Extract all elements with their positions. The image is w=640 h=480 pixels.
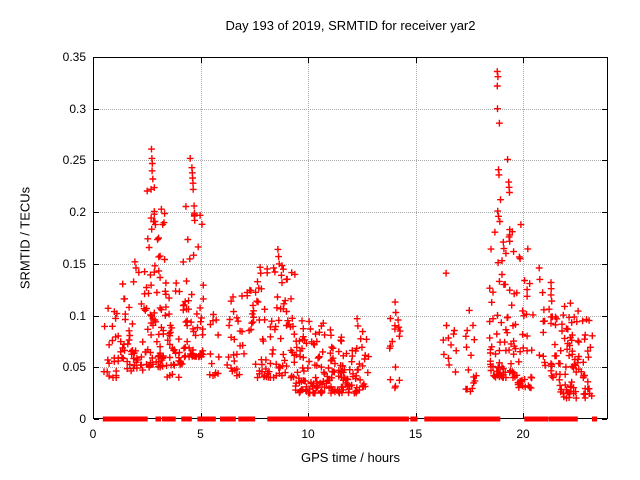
y-gridline <box>94 108 607 110</box>
y-gridline <box>94 212 607 214</box>
y-tick-mark <box>602 108 607 110</box>
x-gridline <box>415 58 417 418</box>
y-tick-mark <box>602 57 607 58</box>
y-tick-mark <box>94 263 99 265</box>
x-tick-label: 0 <box>89 427 97 441</box>
y-tick-mark <box>602 212 607 214</box>
data-point-markers <box>100 68 596 402</box>
y-tick-mark <box>94 315 99 317</box>
x-tick-mark <box>200 413 202 418</box>
x-tick-mark <box>93 413 94 418</box>
y-tick-mark <box>94 212 99 214</box>
x-tick-mark <box>200 58 202 63</box>
y-tick-label: 0.3 <box>69 101 86 116</box>
x-tick-mark <box>523 413 525 418</box>
x-tick-mark <box>523 58 525 63</box>
y-gridline <box>94 263 607 265</box>
y-tick-label: 0.1 <box>69 308 86 323</box>
y-tick-label: 0.35 <box>62 50 86 64</box>
x-axis-title: GPS time / hours <box>301 450 400 465</box>
chart-title: Day 193 of 2019, SRMTID for receiver yar… <box>225 18 476 33</box>
x-tick-label: 5 <box>197 427 204 441</box>
y-tick-mark <box>602 315 607 317</box>
x-tick-label: 15 <box>408 427 423 441</box>
y-tick-mark <box>602 160 607 162</box>
y-tick-label: 0 <box>79 412 86 426</box>
y-gridline <box>94 160 607 162</box>
x-tick-label: 10 <box>301 427 315 441</box>
x-tick-mark <box>308 413 310 418</box>
y-tick-label: 0.15 <box>62 256 86 271</box>
zero-line-points <box>102 416 598 422</box>
x-tick-label: 20 <box>516 427 530 441</box>
y-gridline <box>94 367 607 369</box>
y-tick-label: 0.05 <box>62 360 86 375</box>
y-tick-mark <box>94 108 99 110</box>
y-tick-mark <box>602 263 607 265</box>
x-tick-mark <box>415 58 417 63</box>
x-tick-mark <box>93 58 94 63</box>
x-tick-mark <box>308 58 310 63</box>
x-tick-mark <box>415 413 417 418</box>
x-gridline <box>200 58 202 418</box>
y-tick-label: 0.2 <box>69 205 86 220</box>
y-gridline <box>94 315 607 317</box>
y-tick-mark <box>602 419 607 420</box>
y-tick-mark <box>94 57 99 58</box>
y-tick-mark <box>94 367 99 369</box>
y-tick-mark <box>602 367 607 369</box>
y-tick-mark <box>94 160 99 162</box>
y-tick-mark <box>94 419 99 420</box>
x-gridline <box>523 58 525 418</box>
x-gridline <box>308 58 310 418</box>
y-tick-label: 0.25 <box>62 153 86 168</box>
